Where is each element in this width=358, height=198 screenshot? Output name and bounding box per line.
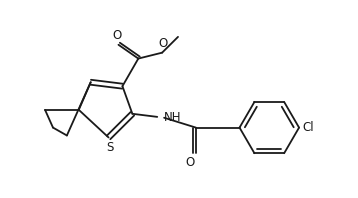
Text: O: O	[185, 156, 194, 169]
Text: NH: NH	[164, 111, 182, 124]
Text: O: O	[113, 29, 122, 42]
Text: O: O	[159, 37, 168, 50]
Text: S: S	[106, 141, 113, 154]
Text: Cl: Cl	[302, 121, 314, 134]
